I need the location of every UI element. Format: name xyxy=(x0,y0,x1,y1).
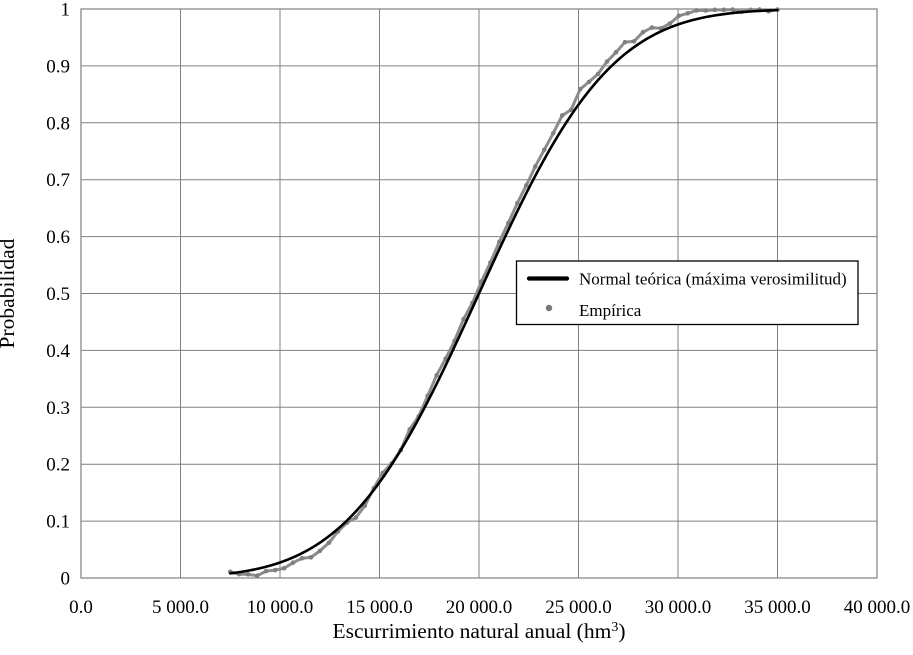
svg-text:Probabilidad: Probabilidad xyxy=(0,238,19,348)
svg-text:0.1: 0.1 xyxy=(46,512,70,533)
svg-text:0.5: 0.5 xyxy=(46,284,70,305)
svg-text:0.2: 0.2 xyxy=(46,455,70,476)
svg-text:5 000.0: 5 000.0 xyxy=(152,597,209,618)
svg-text:Normal teórica (máxima verosim: Normal teórica (máxima verosimilitud) xyxy=(579,270,847,289)
svg-text:0.4: 0.4 xyxy=(46,341,70,362)
svg-text:10 000.0: 10 000.0 xyxy=(247,597,314,618)
svg-text:0: 0 xyxy=(61,569,71,590)
svg-text:0.8: 0.8 xyxy=(46,113,70,134)
svg-text:15 000.0: 15 000.0 xyxy=(346,597,413,618)
svg-text:20 000.0: 20 000.0 xyxy=(446,597,513,618)
svg-text:0.0: 0.0 xyxy=(69,597,93,618)
svg-text:0.3: 0.3 xyxy=(46,398,70,419)
svg-text:35 000.0: 35 000.0 xyxy=(744,597,811,618)
svg-text:1: 1 xyxy=(61,0,71,21)
svg-text:Empírica: Empírica xyxy=(579,301,642,320)
svg-text:0.6: 0.6 xyxy=(46,227,70,248)
svg-text:25 000.0: 25 000.0 xyxy=(545,597,612,618)
svg-text:0.7: 0.7 xyxy=(46,170,70,191)
svg-text:40 000.0: 40 000.0 xyxy=(844,597,911,618)
svg-text:0.9: 0.9 xyxy=(46,56,70,77)
svg-text:30 000.0: 30 000.0 xyxy=(645,597,712,618)
svg-text:Escurrimiento natural anual (h: Escurrimiento natural anual (hm3) xyxy=(333,619,626,643)
